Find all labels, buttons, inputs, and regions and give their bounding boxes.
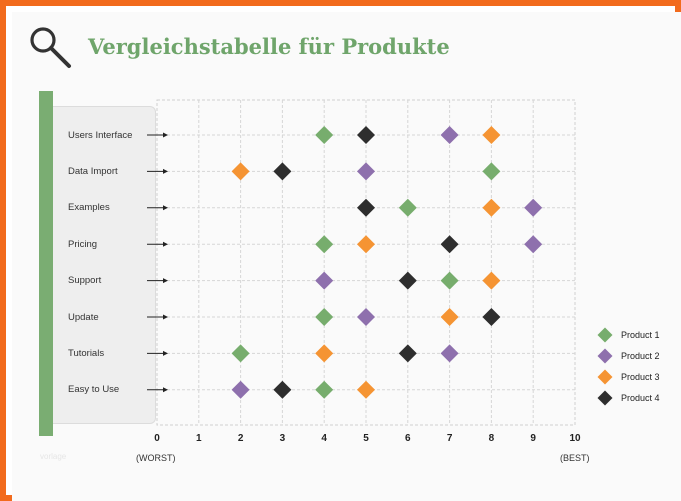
x-tick-label: 4 [321,433,327,444]
category-label: Users Interface [68,130,133,141]
x-tick-label: 10 [569,433,581,444]
accent-bar [39,91,53,436]
search-icon [30,27,71,68]
x-tick-label: 0 [154,433,160,444]
data-point-diamond [482,126,501,144]
legend-marker [597,327,613,343]
data-point-diamond [357,162,375,181]
category-label-panel [53,106,156,424]
legend-marker [597,348,613,364]
row-arrowhead [163,350,168,356]
data-point-diamond [315,126,334,144]
data-point-diamond [482,271,501,290]
data-point-diamond [357,126,375,144]
data-point-diamond [273,162,292,181]
legend-label: Product 4 [621,393,660,403]
x-tick-label: 9 [530,433,536,444]
legend-marker [597,390,613,406]
data-point-diamond [273,380,292,399]
worst-label: (WORST) [136,453,176,463]
category-label: Pricing [68,239,98,250]
x-tick-label: 2 [238,433,244,444]
x-tick-label: 5 [363,433,369,444]
data-point-diamond [398,271,417,290]
data-point-diamond [440,344,459,363]
data-point-diamond [482,308,501,326]
x-tick-label: 8 [489,433,495,444]
data-point-diamond [315,344,334,363]
category-label: Data Import [68,166,118,177]
x-tick-label: 3 [280,433,286,444]
data-point-diamond [231,344,250,363]
data-point-diamond [482,162,501,181]
category-label: Examples [68,202,110,213]
data-point-diamond [231,380,250,399]
category-label: Tutorials [68,348,105,359]
legend-label: Product 3 [621,372,660,382]
plot-area-border [156,99,576,426]
category-label: Easy to Use [68,384,120,395]
category-label: Support [68,275,102,286]
x-tick-label: 1 [196,433,202,444]
data-point-diamond [482,198,501,217]
row-arrowhead [163,168,168,174]
legend-label: Product 2 [621,351,660,361]
row-arrowhead [163,205,168,211]
category-label: Update [68,312,99,323]
data-point-diamond [315,308,334,326]
data-point-diamond [398,198,417,217]
data-point-diamond [440,126,459,144]
row-arrowhead [163,314,168,320]
footnote-watermark: vorlage [40,452,67,461]
data-point-diamond [315,271,334,290]
row-arrowhead [163,387,168,393]
data-point-diamond [231,162,250,181]
data-point-diamond [524,198,543,217]
data-point-diamond [315,380,334,399]
row-arrowhead [163,278,168,284]
data-point-diamond [357,235,375,254]
row-arrowhead [163,132,168,138]
data-point-diamond [440,235,459,254]
page-title: Vergleichstabelle für Produkte [88,34,450,59]
row-arrowhead [163,241,168,247]
data-point-diamond [315,235,334,254]
data-point-diamond [398,344,417,363]
data-point-diamond [357,380,375,399]
data-point-diamond [440,271,459,290]
data-point-diamond [357,308,375,326]
legend-marker [597,369,613,385]
x-tick-label: 6 [405,433,411,444]
data-point-diamond [440,308,459,326]
data-point-diamond [357,198,375,217]
data-point-diamond [524,235,543,254]
x-tick-label: 7 [447,433,453,444]
legend-label: Product 1 [621,330,660,340]
best-label: (BEST) [560,453,590,463]
